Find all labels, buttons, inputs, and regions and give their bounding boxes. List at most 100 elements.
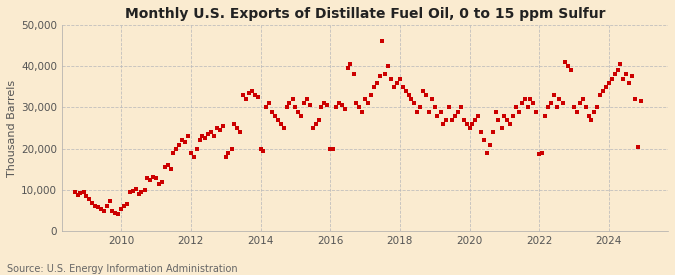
Point xyxy=(162,163,173,167)
Point xyxy=(505,122,516,126)
Point xyxy=(493,118,504,122)
Point xyxy=(165,167,176,172)
Point xyxy=(632,144,643,149)
Point xyxy=(99,208,109,213)
Point xyxy=(563,64,574,68)
Point xyxy=(153,182,164,186)
Point xyxy=(345,62,356,66)
Point xyxy=(603,81,614,85)
Point xyxy=(122,202,132,207)
Point xyxy=(610,72,620,77)
Point xyxy=(298,101,309,106)
Point xyxy=(458,118,469,122)
Point xyxy=(211,126,222,130)
Point xyxy=(447,118,458,122)
Point xyxy=(583,114,594,118)
Point xyxy=(537,151,547,155)
Point xyxy=(310,122,321,126)
Point xyxy=(177,138,188,143)
Point xyxy=(409,101,420,106)
Point xyxy=(186,151,196,155)
Point xyxy=(499,114,510,118)
Point xyxy=(206,130,217,134)
Point xyxy=(606,76,617,81)
Point xyxy=(377,39,388,44)
Point xyxy=(136,190,146,194)
Point xyxy=(385,76,396,81)
Point xyxy=(557,101,568,106)
Y-axis label: Thousand Barrels: Thousand Barrels xyxy=(7,79,17,177)
Point xyxy=(209,134,219,139)
Point xyxy=(516,101,527,106)
Point xyxy=(397,85,408,89)
Point xyxy=(244,91,254,95)
Point xyxy=(551,105,562,110)
Point xyxy=(144,177,155,182)
Point xyxy=(139,188,150,192)
Text: Source: U.S. Energy Information Administration: Source: U.S. Energy Information Administ… xyxy=(7,264,238,274)
Point xyxy=(548,93,559,97)
Point xyxy=(566,68,576,73)
Point xyxy=(597,89,608,93)
Point xyxy=(281,105,292,110)
Point xyxy=(75,191,86,196)
Point xyxy=(78,190,89,194)
Point xyxy=(183,134,194,139)
Point xyxy=(157,180,167,184)
Point xyxy=(192,147,202,151)
Point xyxy=(531,109,542,114)
Point xyxy=(595,93,605,97)
Point xyxy=(197,134,208,139)
Point xyxy=(119,204,130,209)
Point xyxy=(249,93,260,97)
Point xyxy=(215,128,225,132)
Point xyxy=(357,109,368,114)
Point xyxy=(333,101,344,106)
Point xyxy=(496,126,507,130)
Point xyxy=(438,122,449,126)
Point xyxy=(574,101,585,106)
Point xyxy=(461,122,472,126)
Point xyxy=(92,205,103,210)
Point xyxy=(487,130,498,134)
Point xyxy=(403,93,414,97)
Point xyxy=(322,103,333,108)
Point xyxy=(380,72,391,77)
Point xyxy=(624,81,634,85)
Point xyxy=(453,109,464,114)
Point xyxy=(174,142,185,147)
Point xyxy=(366,93,377,97)
Point xyxy=(394,76,405,81)
Point xyxy=(325,147,335,152)
Point xyxy=(159,165,170,169)
Point xyxy=(258,148,269,153)
Point xyxy=(479,138,489,143)
Point xyxy=(290,105,301,110)
Point xyxy=(188,155,199,159)
Point xyxy=(340,107,350,112)
Point xyxy=(148,175,159,179)
Point xyxy=(128,189,138,193)
Point xyxy=(522,105,533,110)
Point xyxy=(414,105,425,110)
Point xyxy=(580,105,591,110)
Point xyxy=(72,193,83,197)
Point xyxy=(261,105,272,110)
Point xyxy=(296,114,306,118)
Point xyxy=(467,122,478,126)
Point xyxy=(180,140,190,145)
Point xyxy=(464,126,475,130)
Point xyxy=(618,76,629,81)
Point xyxy=(427,97,437,101)
Point xyxy=(432,114,443,118)
Title: Monthly U.S. Exports of Distillate Fuel Oil, 0 to 15 ppm Sulfur: Monthly U.S. Exports of Distillate Fuel … xyxy=(125,7,605,21)
Point xyxy=(84,197,95,201)
Point xyxy=(96,206,107,211)
Point xyxy=(273,118,284,122)
Point xyxy=(151,176,161,181)
Point xyxy=(476,130,487,134)
Point xyxy=(101,204,112,209)
Point xyxy=(90,204,101,208)
Point xyxy=(418,89,429,93)
Point xyxy=(554,97,565,101)
